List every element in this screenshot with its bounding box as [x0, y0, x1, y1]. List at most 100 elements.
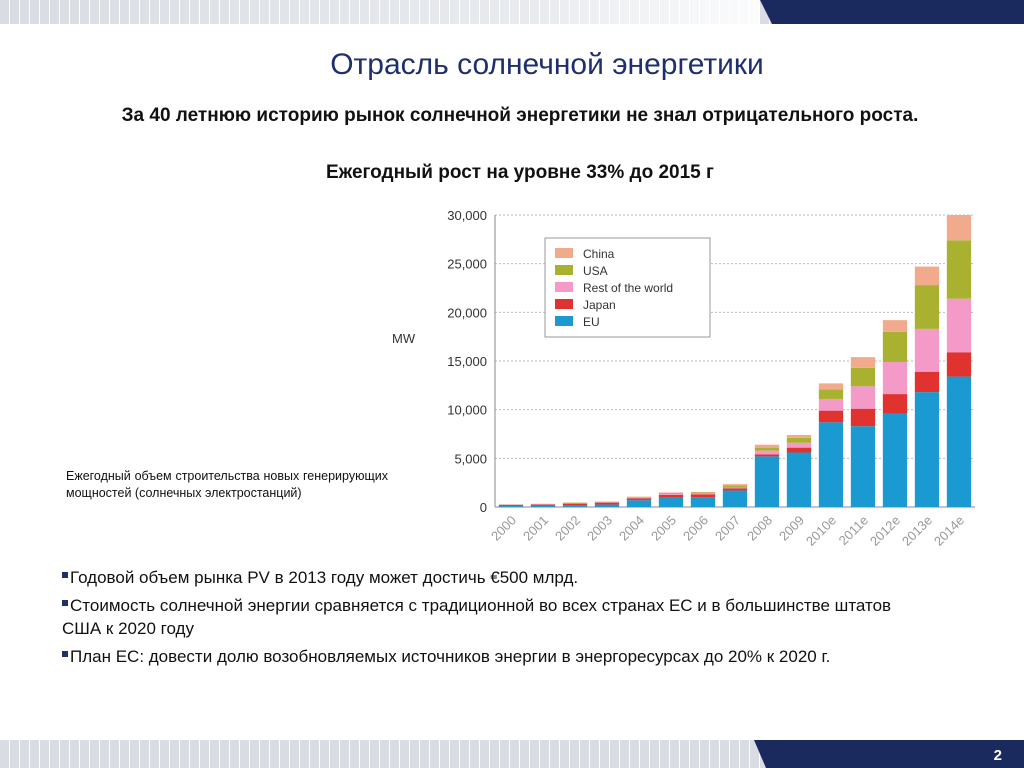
- bar-segment: [562, 505, 588, 507]
- x-tick-label: 2014e: [931, 513, 967, 549]
- bar-segment: [722, 484, 748, 486]
- bar-segment: [818, 383, 844, 390]
- bar-segment: [690, 492, 716, 494]
- bullet-item: Годовой объем рынка PV в 2013 году может…: [62, 566, 922, 589]
- bar-segment: [946, 215, 972, 241]
- bar-segment: [946, 352, 972, 377]
- bar-segment: [946, 376, 972, 507]
- bar-segment: [690, 493, 716, 495]
- bar-segment: [562, 503, 588, 506]
- bar-segment: [946, 240, 972, 299]
- top-navy-accent: [760, 0, 1024, 24]
- y-tick-label: 0: [480, 500, 487, 515]
- bullet-list: Годовой объем рынка PV в 2013 году может…: [62, 566, 922, 673]
- bar-segment: [530, 504, 556, 506]
- bar-segment: [690, 494, 716, 498]
- bar-segment: [818, 389, 844, 399]
- bar-segment: [914, 285, 940, 329]
- bar-segment: [850, 367, 876, 387]
- bar-segment: [498, 506, 524, 507]
- x-tick-label: 2013e: [899, 513, 935, 549]
- slide-title: Отрасль солнечной энергетики: [330, 48, 764, 81]
- bar-segment: [914, 371, 940, 393]
- x-tick-label: 2003: [584, 513, 615, 544]
- x-tick-label: 2005: [648, 513, 679, 544]
- x-tick-label: 2000: [488, 513, 519, 544]
- bullet-text: Стоимость солнечной энергии сравняется с…: [62, 596, 892, 638]
- slide-subtitle-history: За 40 летнюю историю рынок солнечной эне…: [121, 105, 919, 126]
- bullet-square-icon: [62, 600, 68, 606]
- stacked-bar-chart: 0 5,000 10,000 15,000 20,000 25,000 30,000 200…: [392, 208, 975, 549]
- chart-caption: Ежегодный объем строительства новых гене…: [66, 469, 388, 500]
- bar-segment: [786, 452, 812, 507]
- bar-segment: [786, 442, 812, 448]
- x-tick-label: 2006: [680, 513, 711, 544]
- legend-swatch: [555, 299, 573, 309]
- bar-segment: [626, 498, 652, 501]
- bullet-text: Годовой объем рынка PV в 2013 году может…: [70, 568, 579, 587]
- bar-segment: [594, 504, 620, 507]
- bar-segment: [818, 410, 844, 423]
- bar-segment: [850, 357, 876, 368]
- x-tick-label: 2002: [552, 513, 583, 544]
- legend-label: USA: [583, 264, 608, 278]
- bar-segment: [722, 487, 748, 489]
- bullet-square-icon: [62, 651, 68, 657]
- bar-segment: [722, 488, 748, 491]
- y-tick-label: 10,000: [447, 403, 487, 418]
- bar-segment: [754, 450, 780, 455]
- legend-label: Japan: [583, 298, 616, 312]
- bar-segment: [882, 331, 908, 362]
- bar-segment: [850, 426, 876, 507]
- bar-segment: [914, 266, 940, 286]
- bar-segment: [850, 386, 876, 409]
- bottom-navy-accent: [754, 740, 1024, 768]
- top-decor-bar: [0, 0, 1024, 24]
- bar-segment: [882, 394, 908, 414]
- bullet-item: План ЕС: довести долю возобновляемых ист…: [62, 645, 922, 668]
- bar-segment: [786, 434, 812, 438]
- legend-swatch: [555, 282, 573, 292]
- legend-label: China: [583, 247, 615, 261]
- bar-segment: [722, 490, 748, 507]
- y-tick-label: 20,000: [447, 305, 487, 320]
- bar-segment: [754, 456, 780, 507]
- bar-segment: [914, 392, 940, 507]
- bar-segment: [882, 413, 908, 507]
- bar-segment: [882, 361, 908, 395]
- bar-segment: [786, 447, 812, 453]
- bar-segment: [658, 493, 684, 495]
- bar-segment: [754, 454, 780, 457]
- x-tick-label: 2012e: [867, 513, 903, 549]
- page-number: 2: [993, 747, 1002, 764]
- legend-swatch: [555, 248, 573, 258]
- bar-segment: [722, 485, 748, 488]
- legend-swatch: [555, 316, 573, 326]
- y-axis-label: MW: [392, 331, 416, 346]
- bar-segment: [498, 505, 524, 507]
- bar-segment: [786, 437, 812, 443]
- x-tick-label: 2007: [712, 513, 743, 544]
- y-tick-label: 25,000: [447, 257, 487, 272]
- x-tick-label: 2010e: [803, 513, 839, 549]
- bar-segment: [850, 408, 876, 427]
- bar-segment: [690, 497, 716, 507]
- bar-segment: [594, 502, 620, 505]
- slide-subtitle-growth: Ежегодный рост на уровне 33% до 2015 г: [326, 162, 714, 183]
- bar-segment: [658, 492, 684, 494]
- legend-label: Rest of the world: [583, 281, 673, 295]
- bar-segment: [658, 494, 684, 498]
- bar-segment: [818, 422, 844, 507]
- y-tick-label: 15,000: [447, 354, 487, 369]
- bar-segment: [626, 500, 652, 507]
- legend-swatch: [555, 265, 573, 275]
- bar-segment: [914, 328, 940, 372]
- bullet-item: Стоимость солнечной энергии сравняется с…: [62, 594, 922, 640]
- bar-segment: [946, 298, 972, 353]
- x-tick-label: 2001: [520, 513, 551, 544]
- bar-segment: [530, 505, 556, 507]
- x-tick-label: 2008: [744, 513, 775, 544]
- x-tick-label: 2004: [616, 513, 647, 544]
- bullet-square-icon: [62, 572, 68, 578]
- y-tick-label: 5,000: [454, 451, 487, 466]
